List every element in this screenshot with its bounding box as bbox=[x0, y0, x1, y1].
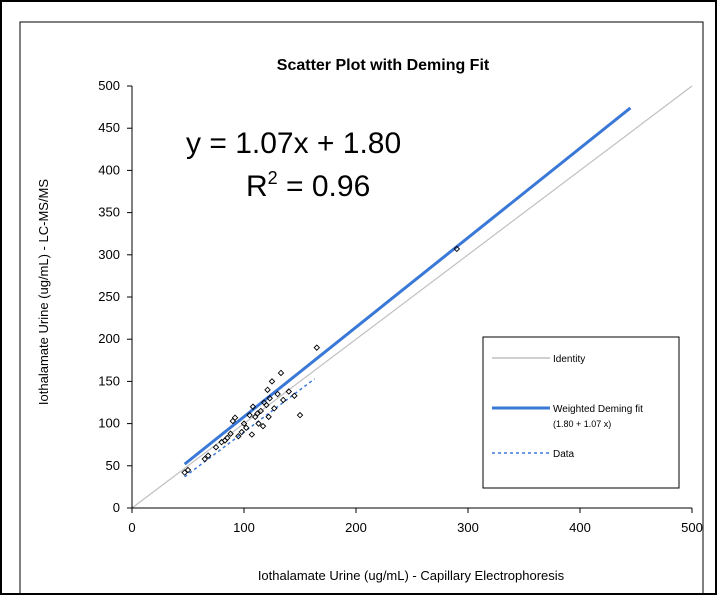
data-point bbox=[453, 245, 461, 253]
data-point bbox=[254, 410, 261, 417]
y-tick-label: 50 bbox=[106, 458, 120, 473]
data-point bbox=[268, 378, 276, 385]
data-point bbox=[181, 469, 188, 476]
chart-title: Scatter Plot with Deming Fit bbox=[277, 57, 490, 74]
y-tick-label: 250 bbox=[98, 289, 120, 304]
data-point bbox=[223, 434, 231, 442]
data-point bbox=[227, 430, 234, 437]
data-point bbox=[212, 443, 220, 451]
data-point bbox=[259, 422, 267, 430]
r-squared-prefix: R bbox=[246, 170, 268, 203]
y-tick-label: 350 bbox=[98, 205, 120, 220]
r-squared-superscript: 2 bbox=[268, 168, 278, 188]
y-tick-label: 150 bbox=[98, 373, 120, 388]
r-squared-annotation: R2 = 0.96 bbox=[246, 168, 370, 203]
data-point bbox=[285, 388, 293, 395]
data-point bbox=[313, 344, 321, 351]
data-point bbox=[231, 414, 239, 421]
data-point bbox=[201, 455, 209, 463]
data-points bbox=[181, 245, 461, 476]
data-point bbox=[279, 396, 287, 404]
data-point bbox=[246, 411, 253, 419]
tick-labels: 0 100 200 300 400 500 0 50 100 150 200 250 300 350 400… bbox=[98, 78, 703, 535]
data-point bbox=[271, 405, 278, 412]
data-point bbox=[257, 407, 265, 415]
data-point bbox=[277, 369, 285, 377]
data-point bbox=[184, 466, 192, 474]
legend-sublabel-deming-fit: (1.80 + 1.07 x) bbox=[553, 419, 611, 429]
r-squared-value: = 0.96 bbox=[278, 170, 371, 203]
y-tick-label: 200 bbox=[98, 331, 120, 346]
data-point bbox=[204, 452, 212, 459]
legend-label-deming-fit: Weighted Deming fit bbox=[553, 404, 643, 415]
y-tick-label: 500 bbox=[98, 78, 120, 93]
data-point bbox=[274, 390, 281, 398]
y-tick-label: 400 bbox=[98, 162, 120, 177]
data-point bbox=[296, 411, 304, 419]
y-axis-label: Iothalamate Urine (ug/mL) - LC-MS/MS bbox=[36, 179, 51, 405]
y-tick-label: 0 bbox=[113, 500, 120, 515]
legend-label-data: Data bbox=[553, 449, 575, 460]
legend-label-identity: Identity bbox=[553, 354, 585, 365]
data-point bbox=[238, 428, 245, 436]
legend: Identity Weighted Deming fit (1.80 + 1.0… bbox=[482, 336, 680, 489]
legend-box bbox=[482, 336, 680, 489]
data-point bbox=[243, 424, 250, 432]
axes bbox=[127, 85, 693, 513]
x-axis-label: Iothalamate Urine (ug/mL) - Capillary El… bbox=[258, 568, 565, 583]
chart-area-border bbox=[19, 21, 704, 595]
x-tick-label: 100 bbox=[233, 520, 255, 535]
legend-item-identity: Identity bbox=[492, 354, 585, 365]
legend-item-deming-fit: Weighted Deming fit (1.80 + 1.07 x) bbox=[492, 404, 643, 429]
y-tick-label: 300 bbox=[98, 247, 120, 262]
data-point bbox=[265, 413, 272, 421]
data-point bbox=[263, 401, 270, 409]
x-tick-label: 500 bbox=[681, 520, 703, 535]
legend-item-data: Data bbox=[492, 449, 575, 460]
x-tick-label: 200 bbox=[345, 520, 367, 535]
data-point bbox=[235, 433, 242, 440]
data-point bbox=[255, 420, 262, 427]
data-point bbox=[240, 420, 248, 427]
x-tick-label: 400 bbox=[569, 520, 591, 535]
y-tick-label: 450 bbox=[98, 120, 120, 135]
data-point bbox=[266, 395, 273, 402]
data-point bbox=[249, 403, 257, 410]
x-tick-label: 0 bbox=[128, 520, 135, 535]
data-point bbox=[248, 431, 256, 438]
fit-equation: y = 1.07x + 1.80 bbox=[186, 127, 401, 160]
data-point bbox=[264, 386, 271, 394]
x-tick-label: 300 bbox=[457, 520, 479, 535]
y-tick-label: 100 bbox=[98, 416, 120, 431]
deming-fit-line bbox=[183, 106, 632, 466]
data-point bbox=[291, 392, 298, 399]
